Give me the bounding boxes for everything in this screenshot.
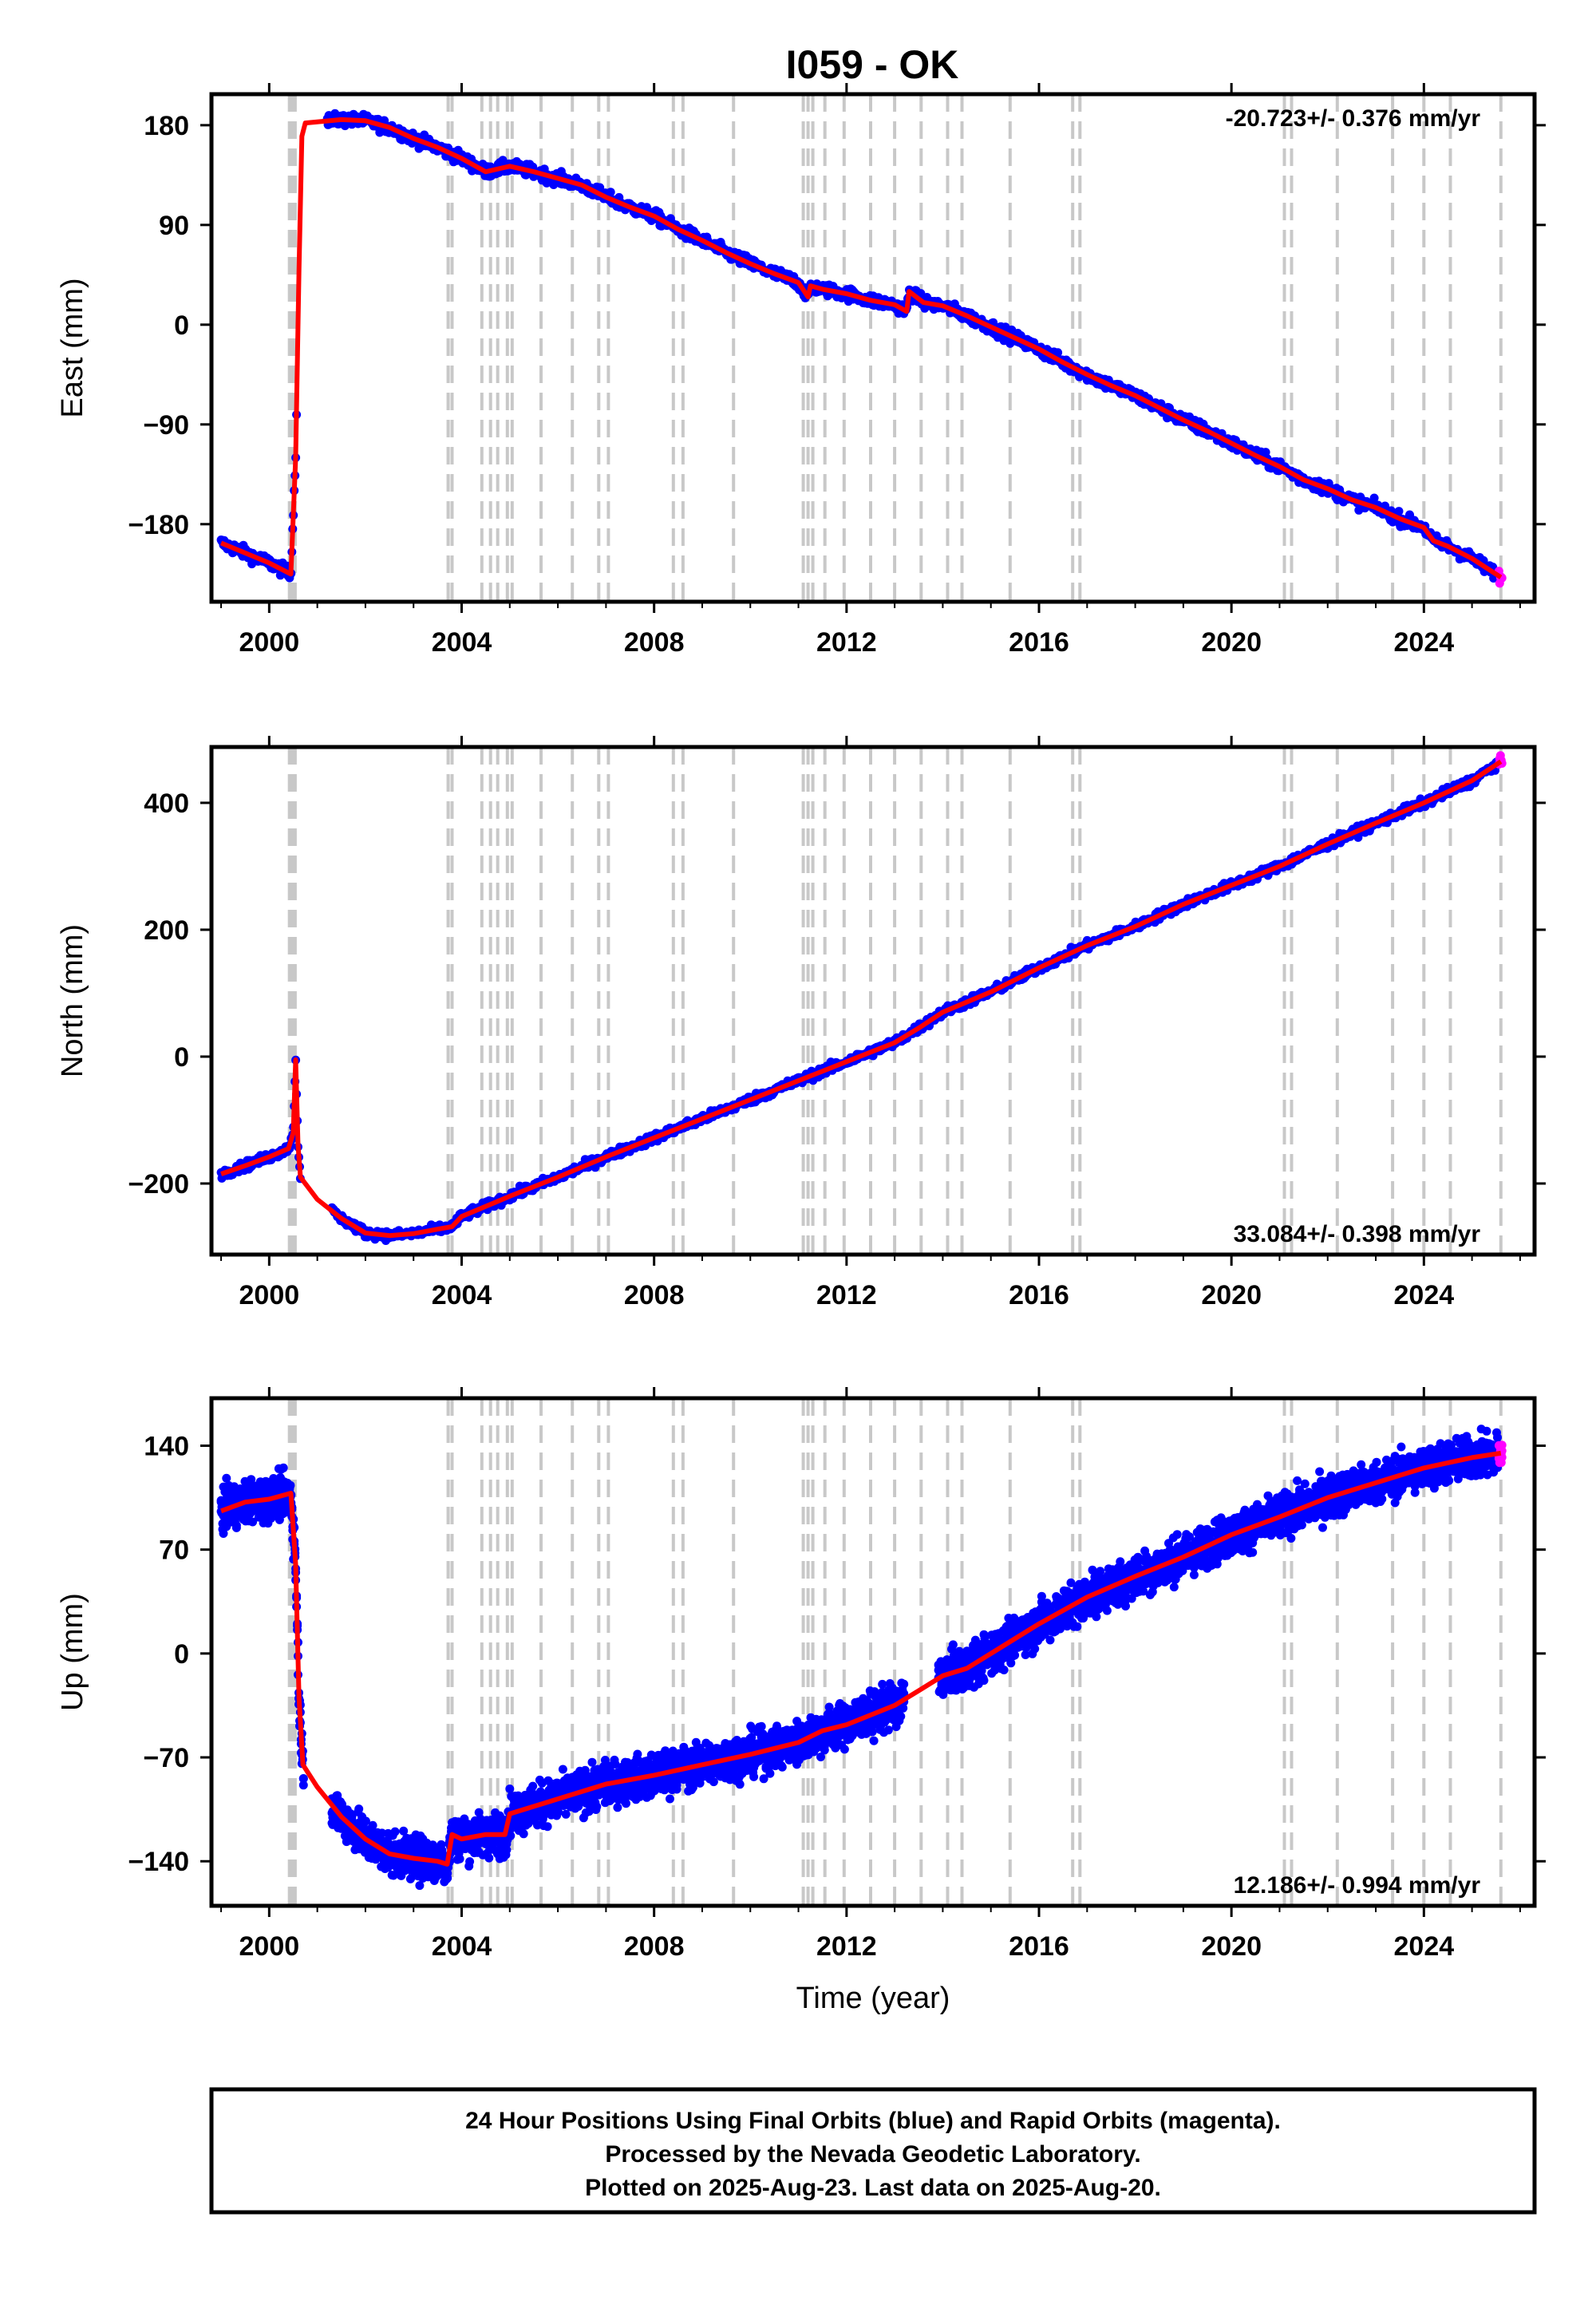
north-data-points [216, 751, 1507, 1245]
up-data-point [561, 1809, 571, 1819]
up-panel: 2000 2004 2008 2012 2016 2020 2024−140−7007014… [56, 1387, 1546, 2015]
east-data-point [606, 188, 615, 197]
north-trend-line [220, 759, 1503, 1239]
north-y-tick-label: 200 [144, 915, 189, 946]
up-data-point [519, 1829, 528, 1839]
north-x-tick-label: 2000 [239, 1280, 300, 1310]
up-data-point [298, 1774, 308, 1784]
up-data-point [390, 1827, 400, 1836]
north-x-tick-label: 2012 [816, 1280, 877, 1310]
up-data-point [286, 1480, 295, 1490]
east-y-tick-label: 180 [144, 111, 189, 141]
up-data-point [465, 1857, 475, 1867]
north-y-tick-label: 400 [144, 788, 189, 819]
up-data-point [484, 1853, 494, 1863]
east-y-tick-label: 0 [174, 310, 189, 341]
north-event-lines [287, 747, 1503, 1255]
up-data-point [231, 1523, 241, 1532]
north-x-tick-label: 2020 [1201, 1280, 1262, 1310]
up-data-point [558, 1765, 567, 1774]
east-x-tick-label: 2012 [816, 627, 877, 658]
east-rate-annotation: -20.723+/- 0.376 mm/yr [1226, 105, 1481, 132]
east-x-tick-label: 2000 [239, 627, 300, 658]
up-data-point [443, 1873, 452, 1883]
up-data-point [528, 1781, 538, 1791]
up-data-point [505, 1784, 515, 1793]
up-data-point [543, 1822, 552, 1832]
north-x-tick-label: 2004 [432, 1280, 492, 1310]
east-data-points [216, 109, 1507, 588]
chart-title: I059 - OK [786, 42, 959, 87]
north-x-tick-label: 2016 [1009, 1280, 1069, 1310]
east-x-tick-label: 2024 [1394, 627, 1455, 658]
east-plot-frame [209, 92, 1537, 604]
east-ticks: 2000 2004 2008 2012 2016 2020 2024 −180 −90 0 90 18… [128, 83, 1546, 658]
up-data-point [613, 1803, 622, 1812]
east-x-tick-label: 2016 [1009, 627, 1069, 658]
up-data-point [279, 1463, 288, 1472]
north-y-tick-label: 0 [174, 1042, 189, 1073]
north-x-tick-label: 2024 [1394, 1280, 1455, 1310]
east-x-tick-label: 2008 [624, 627, 685, 658]
east-panel: 2000 2004 2008 2012 2016 2020 2024 −180 −90 0 90 18… [56, 83, 1546, 658]
east-data-point [1053, 348, 1063, 358]
east-y-tick-label: −90 [143, 410, 189, 441]
east-y-axis-label: East (mm) [56, 278, 89, 417]
up-data-point [592, 1802, 602, 1812]
east-trend-line [219, 117, 1503, 579]
up-data-point [354, 1804, 364, 1814]
east-y-tick-label: −180 [128, 510, 189, 540]
east-data-point [1394, 507, 1404, 516]
north-y-tick-label: −200 [128, 1169, 189, 1199]
up-data-point [622, 1799, 630, 1808]
up-data-point [455, 1854, 464, 1863]
north-panel: 2000 2004 2008 2012 2016 2020 2024−2000200400 … [56, 736, 1546, 1310]
up-data-points [216, 1425, 1507, 1891]
north-y-axis-label: North (mm) [56, 924, 89, 1077]
up-data-point [587, 1757, 597, 1767]
north-x-tick-label: 2008 [624, 1280, 685, 1310]
east-x-tick-label: 2020 [1201, 627, 1262, 658]
north-rate-annotation: 33.084+/- 0.398 mm/yr [1234, 1221, 1481, 1247]
east-y-tick-label: 90 [159, 211, 189, 241]
up-data-point [502, 1845, 512, 1855]
east-x-tick-label: 2004 [432, 627, 492, 658]
